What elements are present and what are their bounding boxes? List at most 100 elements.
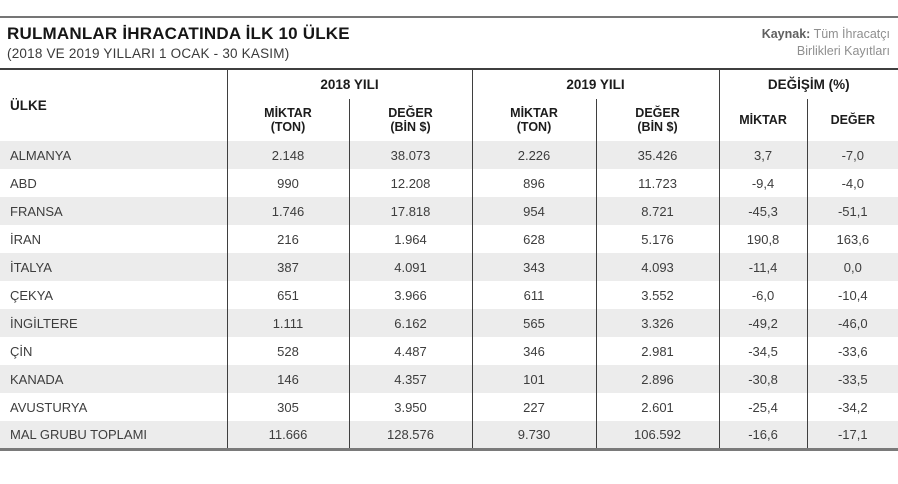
title-block: RULMANLAR İHRACATINDA İLK 10 ÜLKE (2018 … <box>7 24 350 61</box>
cell-2019-miktar: 227 <box>472 393 597 422</box>
column-header-change-miktar: MİKTAR <box>719 99 808 142</box>
cell-2018-deger: 4.487 <box>349 337 473 366</box>
cell-degisim-deger: 163,6 <box>836 231 870 247</box>
table-row: ÇİN 528 4.487 346 2.981 -34,5 -33,6 <box>0 337 898 366</box>
cell-degisim-deger: -4,0 <box>841 175 864 191</box>
table-row: İNGİLTERE 1.111 6.162 565 3.326 -49,2 -46,0 <box>0 309 898 338</box>
cell-degisim-deger: -10,4 <box>837 287 868 303</box>
cell-2019-miktar: 9.730 <box>472 421 597 450</box>
header-unit: (BİN $) <box>390 120 431 135</box>
cell-2018-miktar: 1.746 <box>227 197 350 226</box>
cell-country: ABD <box>0 169 228 198</box>
cell-degisim-deger: 0,0 <box>843 259 862 275</box>
column-group-2018: 2018 YILI <box>227 69 473 100</box>
header-label: DEĞER <box>388 105 433 120</box>
header-label: MİKTAR <box>510 105 558 120</box>
cell-2019-miktar: 343 <box>472 253 597 282</box>
cell-2018-miktar: 305 <box>227 393 350 422</box>
cell-country: İNGİLTERE <box>0 309 228 338</box>
cell-degisim-deger: -33,5 <box>837 371 868 387</box>
table-body: ALMANYA 2.148 38.073 2.226 35.426 3,7 -7,0 ABD 9… <box>0 141 898 450</box>
cell-degisim-miktar: -49,2 <box>719 309 808 338</box>
cell-2019-deger: 2.601 <box>596 393 720 422</box>
page-subtitle: (2018 VE 2019 YILLARI 1 OCAK - 30 KASIM) <box>7 46 290 62</box>
cell-country: ÇEKYA <box>0 281 228 310</box>
header-label: MİKTAR <box>264 105 312 120</box>
cell-2019-miktar: 346 <box>472 337 597 366</box>
table-row: İRAN 216 1.964 628 5.176 190,8 163,6 <box>0 225 898 254</box>
cell-degisim-deger: -33,6 <box>837 343 868 359</box>
cell-2018-miktar: 651 <box>227 281 350 310</box>
cell-2019-miktar: 565 <box>472 309 597 338</box>
header-group-row: ÜLKE 2018 YILI 2019 YILI DEĞİŞİM (%) <box>0 69 898 142</box>
column-header-2018-miktar: MİKTAR (TON) <box>227 99 350 142</box>
cell-2019-deger: 3.552 <box>596 281 720 310</box>
cell-2018-deger: 38.073 <box>349 141 473 170</box>
cell-2018-deger: 128.576 <box>349 421 473 450</box>
cell-degisim-deger: -7,0 <box>841 147 864 163</box>
table-row: ABD 990 12.208 896 11.723 -9,4 -4,0 <box>0 169 898 198</box>
source-line1: Tüm İhracatçı <box>810 27 890 41</box>
cell-country: ALMANYA <box>0 141 228 170</box>
top-divider-rule <box>0 16 898 18</box>
cell-2018-miktar: 387 <box>227 253 350 282</box>
cell-country: AVUSTURYA <box>0 393 228 422</box>
table-row: KANADA 146 4.357 101 2.896 -30,8 -33,5 <box>0 365 898 394</box>
column-header-change-deger: DEĞER <box>830 113 876 128</box>
cell-country: ÇİN <box>0 337 228 366</box>
cell-degisim-miktar: 190,8 <box>719 225 808 254</box>
header-sub-row: MİKTAR (TON) DEĞER (BİN $) MİKTAR (TON) … <box>0 99 898 142</box>
cell-degisim-miktar: -6,0 <box>719 281 808 310</box>
cell-2019-deger: 2.896 <box>596 365 720 394</box>
export-data-table: ÜLKE 2018 YILI 2019 YILI DEĞİŞİM (%) MİK… <box>0 68 898 451</box>
header-unit: (BİN $) <box>637 120 678 135</box>
cell-2019-miktar: 611 <box>472 281 597 310</box>
cell-2019-deger: 4.093 <box>596 253 720 282</box>
cell-2019-miktar: 101 <box>472 365 597 394</box>
cell-country: İTALYA <box>0 253 228 282</box>
cell-country: MAL GRUBU TOPLAMI <box>0 421 228 450</box>
table-row: AVUSTURYA 305 3.950 227 2.601 -25,4 -34,2 <box>0 393 898 422</box>
infographic-page: RULMANLAR İHRACATINDA İLK 10 ÜLKE (2018 … <box>0 16 898 484</box>
cell-degisim-deger: -17,1 <box>837 427 868 443</box>
cell-2018-miktar: 990 <box>227 169 350 198</box>
cell-2018-deger: 3.950 <box>349 393 473 422</box>
cell-2018-miktar: 2.148 <box>227 141 350 170</box>
cell-2019-deger: 11.723 <box>596 169 720 198</box>
cell-country: İRAN <box>0 225 228 254</box>
column-header-2019-deger: DEĞER (BİN $) <box>596 99 720 142</box>
cell-2019-deger: 35.426 <box>596 141 720 170</box>
table-header: ÜLKE 2018 YILI 2019 YILI DEĞİŞİM (%) MİK… <box>0 69 898 142</box>
header-unit: (TON) <box>516 120 552 135</box>
cell-2018-miktar: 11.666 <box>227 421 350 450</box>
table-row: FRANSA 1.746 17.818 954 8.721 -45,3 -51,1 <box>0 197 898 226</box>
cell-2018-deger: 1.964 <box>349 225 473 254</box>
cell-degisim-miktar: -16,6 <box>719 421 808 450</box>
column-header-country: ÜLKE <box>0 69 228 142</box>
cell-degisim-miktar: -30,8 <box>719 365 808 394</box>
table-row: MAL GRUBU TOPLAMI 11.666 128.576 9.730 106.5… <box>0 421 898 450</box>
cell-2018-deger: 4.091 <box>349 253 473 282</box>
page-title: RULMANLAR İHRACATINDA İLK 10 ÜLKE <box>7 24 350 43</box>
table-row: İTALYA 387 4.091 343 4.093 -11,4 0,0 <box>0 253 898 282</box>
source-note: Kaynak: Tüm İhracatçı Birlikleri Kayıtla… <box>762 24 890 60</box>
cell-2019-miktar: 628 <box>472 225 597 254</box>
header-label: DEĞER <box>635 105 680 120</box>
source-label: Kaynak: <box>761 27 811 41</box>
cell-2019-deger: 106.592 <box>596 421 720 450</box>
column-group-change: DEĞİŞİM (%) <box>767 77 850 93</box>
cell-2018-deger: 6.162 <box>349 309 473 338</box>
cell-2018-miktar: 1.111 <box>227 309 350 338</box>
source-line2: Birlikleri Kayıtları <box>796 43 890 58</box>
cell-country: KANADA <box>0 365 228 394</box>
cell-country: FRANSA <box>0 197 228 226</box>
cell-2018-miktar: 216 <box>227 225 350 254</box>
cell-2019-deger: 2.981 <box>596 337 720 366</box>
column-header-2018-deger: DEĞER (BİN $) <box>349 99 473 142</box>
cell-degisim-miktar: -34,5 <box>719 337 808 366</box>
cell-degisim-miktar: 3,7 <box>719 141 808 170</box>
header-unit: (TON) <box>270 120 306 135</box>
cell-2018-deger: 4.357 <box>349 365 473 394</box>
cell-degisim-miktar: -25,4 <box>719 393 808 422</box>
cell-2019-deger: 5.176 <box>596 225 720 254</box>
